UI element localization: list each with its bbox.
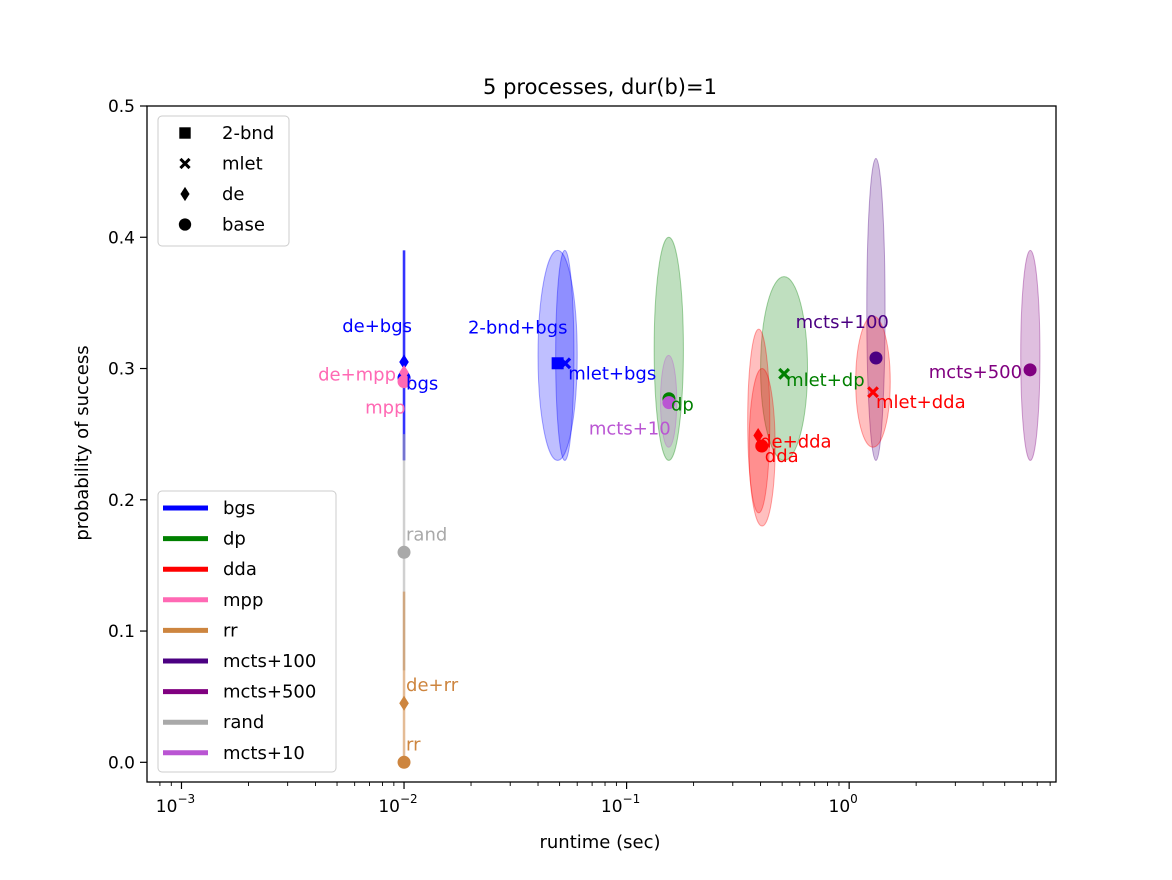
y-tick-label: 0.2 [108, 491, 135, 511]
y-tick-label: 0.5 [108, 97, 135, 117]
point-label-mpp: mpp [365, 398, 405, 419]
color-legend-label: mcts+100 [223, 651, 316, 672]
point-rr [397, 755, 411, 769]
point-dda [755, 439, 769, 453]
point-label-rr: rr [406, 734, 421, 755]
y-tick-label: 0.0 [108, 753, 135, 773]
color-legend-label: mpp [223, 590, 263, 611]
x-axis: 10−3 10−2 10−1 100 [156, 782, 1051, 817]
marker-legend: 2-bnd mlet de base [157, 115, 290, 247]
x-tick-label: 10−2 [378, 792, 417, 817]
x-axis-label: runtime (sec) [540, 832, 661, 853]
point-de-dda [753, 427, 763, 443]
point-mcts-100 [869, 351, 883, 365]
point-label-mcts-500: mcts+500 [929, 362, 1022, 383]
y-tick-label: 0.3 [108, 360, 135, 380]
marker-legend-box [157, 115, 290, 247]
point-label-mlet-bgs: mlet+bgs [568, 363, 656, 384]
point-label-dda: dda [765, 446, 799, 467]
error-ellipse-mcts-500 [1020, 249, 1041, 461]
color-legend-label: dda [223, 559, 257, 580]
plot-frame [146, 105, 1057, 783]
y-tick-label: 0.4 [108, 228, 135, 248]
error-ellipse-dp [653, 236, 684, 461]
point-label-mlet-dda: mlet+dda [876, 392, 966, 413]
error-ellipse-mlet-bgs [555, 249, 575, 461]
point-de-bgs [399, 354, 409, 370]
point-label-rand: rand [406, 524, 447, 545]
marker-legend-label: mlet [222, 154, 263, 175]
point-label-de-rr: de+rr [406, 675, 459, 696]
y-tick-label: 0.1 [108, 622, 135, 642]
y-axis-label: probability of success [72, 345, 93, 540]
error-ellipse-mlet-dda [855, 315, 891, 448]
point-mpp [397, 375, 411, 389]
x-tick-label: 10−1 [601, 792, 640, 817]
point-rand [397, 545, 411, 559]
color-legend-label: mcts+10 [223, 743, 305, 764]
x-tick-label: 10−3 [156, 792, 195, 817]
point-label-mcts-100: mcts+100 [796, 312, 889, 333]
point-de-rr [399, 695, 409, 711]
marker-legend-symbol-2-bnd [179, 127, 191, 139]
point-label-de-dda: de+dda [760, 431, 831, 452]
point-label-mlet-dp: mlet+dp [786, 370, 865, 391]
color-legend-box [157, 490, 337, 773]
marker-legend-symbol-base [178, 218, 192, 231]
marker-legend-label: 2-bnd [222, 123, 274, 144]
color-legend-label: rr [223, 620, 238, 641]
point-label-bgs: bgs [406, 374, 438, 395]
color-legend-label: dp [223, 529, 246, 550]
color-legend: bgs dp dda mpp rr mcts+100 mcts+500 rand mcts+10 [157, 490, 337, 773]
color-legend-label: rand [223, 712, 264, 733]
chart-title: 5 processes, dur(b)=1 [483, 75, 717, 99]
point-mlet-bgs [559, 357, 572, 370]
plot-area: de+bgsbgsde+mppmpp2-bnd+bgsmlet+bgsdpmct… [146, 105, 1057, 783]
marker-legend-label: de [222, 184, 245, 205]
point-label-mcts-10: mcts+10 [589, 419, 671, 440]
point-label-de-bgs: de+bgs [342, 316, 412, 337]
error-ellipse-mlet-dp [760, 276, 809, 461]
x-tick-label: 100 [829, 792, 858, 817]
point-label-2-bnd-bgs: 2-bnd+bgs [468, 317, 568, 338]
marker-legend-symbol-mlet [179, 157, 191, 170]
point-label-de-mpp: de+mpp [318, 364, 396, 385]
point-mlet-dp [778, 367, 790, 380]
point-label-dp: dp [671, 395, 694, 416]
point-mlet-dda [867, 386, 879, 399]
point-mcts-500 [1023, 363, 1037, 377]
y-axis: 0.0 0.1 0.2 0.3 0.4 0.5 [108, 97, 147, 773]
error-ellipse-2-bnd-bgs [537, 249, 578, 461]
marker-legend-label: base [222, 215, 265, 236]
point-mcts-10 [662, 396, 676, 410]
error-ellipse-mcts-100 [866, 158, 886, 461]
color-legend-label: mcts+500 [223, 682, 316, 703]
color-legend-label: bgs [223, 498, 255, 519]
marker-legend-symbol-de [180, 186, 190, 202]
error-ellipse-de-dda [747, 328, 771, 514]
